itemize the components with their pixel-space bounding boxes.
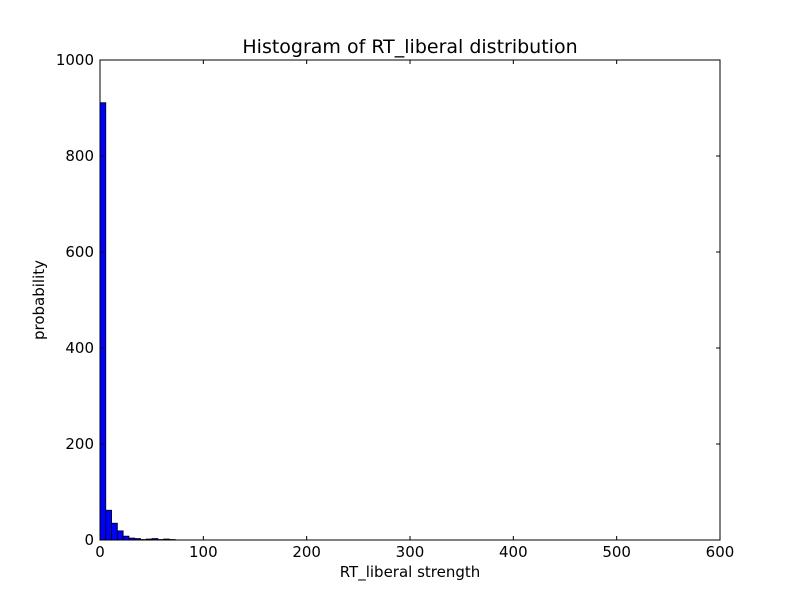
y-tick-label: 1000: [56, 51, 94, 69]
x-tick-label: 500: [602, 543, 631, 561]
histogram-bar: [105, 509, 112, 541]
histogram-bar: [116, 530, 124, 541]
y-tick-label: 200: [65, 435, 94, 453]
y-axis-label: probability: [30, 260, 48, 340]
x-tick-label: 100: [189, 543, 218, 561]
x-tick-label: 300: [396, 543, 425, 561]
x-tick-label: 600: [706, 543, 735, 561]
chart-title: Histogram of RT_liberal distribution: [242, 36, 577, 58]
x-axis-label: RT_liberal strength: [340, 563, 481, 582]
x-axis-ticks: 0 100 200 300 400 500 600: [95, 60, 734, 561]
x-tick-label: 400: [499, 543, 528, 561]
y-tick-label: 800: [65, 147, 94, 165]
y-tick-label: 0: [84, 531, 94, 549]
histogram-bar: [122, 535, 130, 541]
histogram-bar: [99, 102, 107, 541]
histogram-bar: [111, 522, 118, 541]
y-axis-ticks: 0 200 400 600 800 1000: [56, 51, 720, 549]
y-tick-label: 400: [65, 339, 94, 357]
x-tick-label: 200: [292, 543, 321, 561]
x-tick-label: 0: [95, 543, 105, 561]
y-tick-label: 600: [65, 243, 94, 261]
